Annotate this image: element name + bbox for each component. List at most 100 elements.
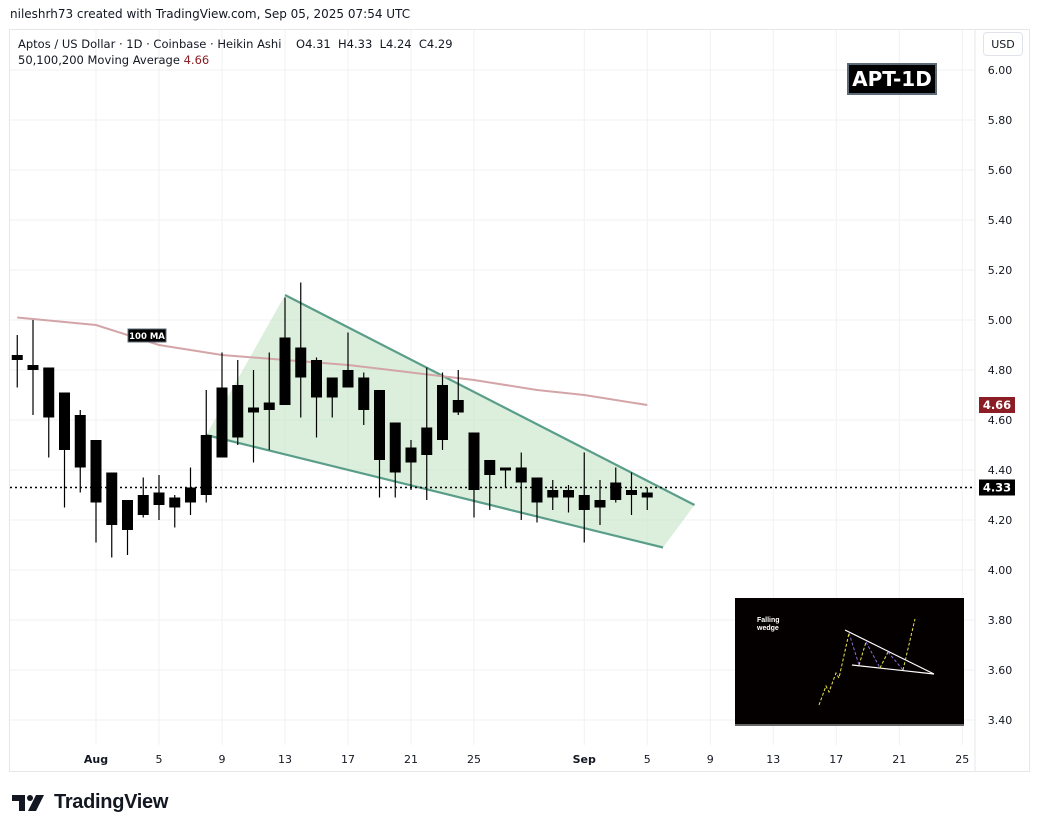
candle-body xyxy=(452,400,464,413)
candle xyxy=(216,352,228,458)
chart-frame xyxy=(9,29,1030,772)
candle xyxy=(342,332,354,388)
candle xyxy=(405,440,417,490)
candle xyxy=(295,282,307,418)
candle xyxy=(200,390,212,503)
price-tick-label: 4.80 xyxy=(988,364,1013,377)
price-tick-label: 4.40 xyxy=(988,464,1013,477)
inset-label: Falling xyxy=(757,617,780,624)
candle-body xyxy=(248,407,259,413)
candle-body xyxy=(200,435,212,495)
candle-body xyxy=(563,490,574,498)
tradingview-brand: TradingView xyxy=(54,791,169,813)
time-tick-label: 5 xyxy=(156,753,163,766)
candle-body xyxy=(27,365,39,370)
price-tick-label: 3.80 xyxy=(988,614,1013,627)
last-price-tag-label: 4.33 xyxy=(983,481,1011,495)
candle-body xyxy=(43,367,55,418)
legend-ma-label: 50,100,200 Moving Average xyxy=(18,53,180,67)
candle xyxy=(610,467,622,503)
candle-body xyxy=(626,490,637,495)
last-price-tag-bg xyxy=(979,479,1015,496)
candle-body xyxy=(106,472,118,525)
candle-body xyxy=(185,487,196,503)
tradingview-logo-icon xyxy=(12,794,44,811)
inset-price-path-up xyxy=(818,632,850,706)
price-tick-label: 5.00 xyxy=(988,314,1013,327)
wedge-upper-line[interactable] xyxy=(284,294,696,506)
candle xyxy=(452,370,464,415)
chart-credit: nileshrh73 created with TradingView.com,… xyxy=(10,7,411,21)
candle xyxy=(122,500,133,555)
inset-background xyxy=(735,598,964,726)
candle xyxy=(641,487,653,510)
time-tick-label: 13 xyxy=(278,753,292,766)
time-tick-label: 21 xyxy=(892,753,906,766)
price-tags: 4.66 4.33 xyxy=(979,397,1015,496)
candle-body xyxy=(342,370,354,388)
candle xyxy=(185,467,196,515)
time-axis[interactable]: Aug 5 9 13 17 21 25 Sep 5 9 13 17 21 25 xyxy=(84,753,969,766)
candle-body xyxy=(405,447,417,463)
candle-body xyxy=(326,377,338,398)
candle-body xyxy=(484,460,496,475)
candle-body xyxy=(169,497,181,508)
price-tick-label: 5.80 xyxy=(988,114,1013,127)
time-tick-label: Sep xyxy=(573,753,596,766)
candle xyxy=(263,352,275,450)
wedge-lower-line[interactable] xyxy=(205,433,664,549)
ma-price-tag-bg xyxy=(979,397,1015,413)
candle-body xyxy=(468,432,480,490)
candle-body xyxy=(437,385,448,440)
currency-button[interactable]: USD xyxy=(983,32,1023,56)
candlesticks xyxy=(11,282,653,558)
candle xyxy=(547,480,559,510)
candle-body xyxy=(232,385,244,438)
candle-body xyxy=(374,390,385,460)
candle-body xyxy=(594,500,606,508)
candle-body xyxy=(263,402,275,410)
candle xyxy=(358,372,370,425)
candle-body xyxy=(90,440,102,503)
candle xyxy=(500,467,511,488)
falling-wedge-pattern[interactable] xyxy=(205,294,696,549)
candle-body xyxy=(358,377,370,410)
ticker-badge: APT-1D xyxy=(847,63,937,95)
tradingview-logo[interactable]: TradingView xyxy=(12,791,168,814)
candle xyxy=(232,360,244,445)
candle-body xyxy=(531,477,543,503)
candle-body xyxy=(279,337,291,405)
price-tick-label: 4.60 xyxy=(988,414,1013,427)
last-price-tag: 4.33 xyxy=(979,479,1015,496)
price-tick-label: 4.20 xyxy=(988,514,1013,527)
time-tick-label: 25 xyxy=(955,753,969,766)
chart-legend: Aptos / US Dollar · 1D · Coinbase · Heik… xyxy=(18,36,453,68)
candle-body xyxy=(500,467,511,471)
price-axis[interactable]: 6.00 5.80 5.60 5.40 5.20 5.00 4.80 4.60 4.40 4.20… xyxy=(988,64,1013,727)
legend-ohlc: O4.31 H4.33 L4.24 C4.29 xyxy=(296,37,453,51)
candle xyxy=(437,372,448,450)
candle-body xyxy=(74,415,86,468)
candle xyxy=(531,477,543,523)
candle xyxy=(153,475,165,520)
candle-body xyxy=(122,500,133,530)
candle xyxy=(326,377,338,418)
candle xyxy=(43,367,55,458)
time-tick-label: 17 xyxy=(341,753,355,766)
price-tick-label: 5.40 xyxy=(988,214,1013,227)
time-tick-label: 13 xyxy=(766,753,780,766)
candle-body xyxy=(578,495,590,510)
price-tick-label: 4.00 xyxy=(988,564,1013,577)
ma-tag-label: 100 MA xyxy=(129,332,165,342)
price-tick-label: 6.00 xyxy=(988,64,1013,77)
candle xyxy=(248,370,259,463)
price-tick-label: 3.60 xyxy=(988,664,1013,677)
ma-price-tag: 4.66 xyxy=(979,397,1015,413)
candle-body xyxy=(59,392,70,450)
legend-symbol-row: Aptos / US Dollar · 1D · Coinbase · Heik… xyxy=(18,36,453,52)
candle xyxy=(578,452,590,543)
inset-price-path-down xyxy=(887,651,904,671)
time-tick-label: Aug xyxy=(84,753,108,766)
ma-tag-bg xyxy=(127,328,167,343)
